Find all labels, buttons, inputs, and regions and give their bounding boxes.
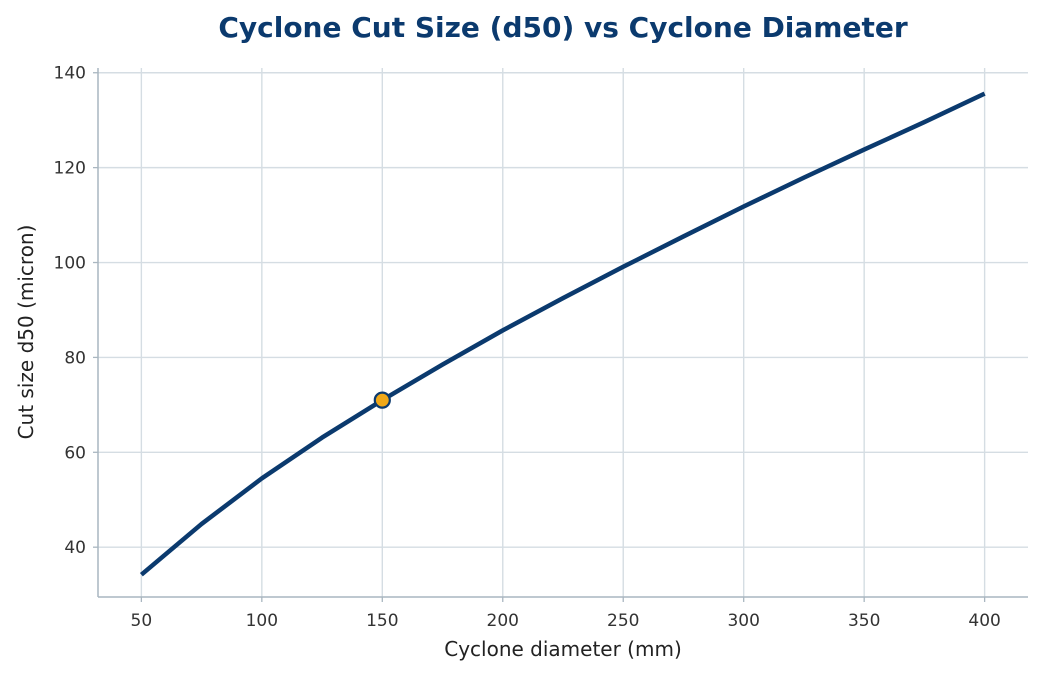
x-tick-label: 200	[487, 611, 519, 631]
y-tick-label: 140	[54, 64, 86, 84]
y-tick-label: 60	[64, 443, 86, 463]
series-line	[139, 91, 986, 577]
x-tick-label: 50	[131, 611, 153, 631]
gridlines	[98, 68, 1028, 597]
x-tick-label: 100	[246, 611, 278, 631]
series-group	[139, 91, 986, 577]
axes	[97, 68, 1028, 598]
y-tick-label: 40	[64, 538, 86, 558]
x-tick-label: 400	[968, 611, 1000, 631]
chart-title: Cyclone Cut Size (d50) vs Cyclone Diamet…	[218, 11, 908, 44]
x-axis-label: Cyclone diameter (mm)	[444, 637, 682, 661]
y-tick-label: 100	[54, 254, 86, 274]
y-axis-ticks: 40 60 80 100 120 140	[54, 64, 98, 558]
y-tick-label: 120	[54, 159, 86, 179]
x-tick-label: 300	[727, 611, 759, 631]
highlight-point-marker	[373, 391, 391, 409]
y-tick-label: 80	[64, 348, 86, 368]
x-tick-label: 250	[607, 611, 639, 631]
x-tick-label: 350	[848, 611, 880, 631]
x-axis-ticks: 50 100 150 200 250 300 350 400	[131, 597, 1001, 631]
y-axis-label: Cut size d50 (micron)	[14, 225, 38, 440]
x-tick-label: 150	[366, 611, 398, 631]
